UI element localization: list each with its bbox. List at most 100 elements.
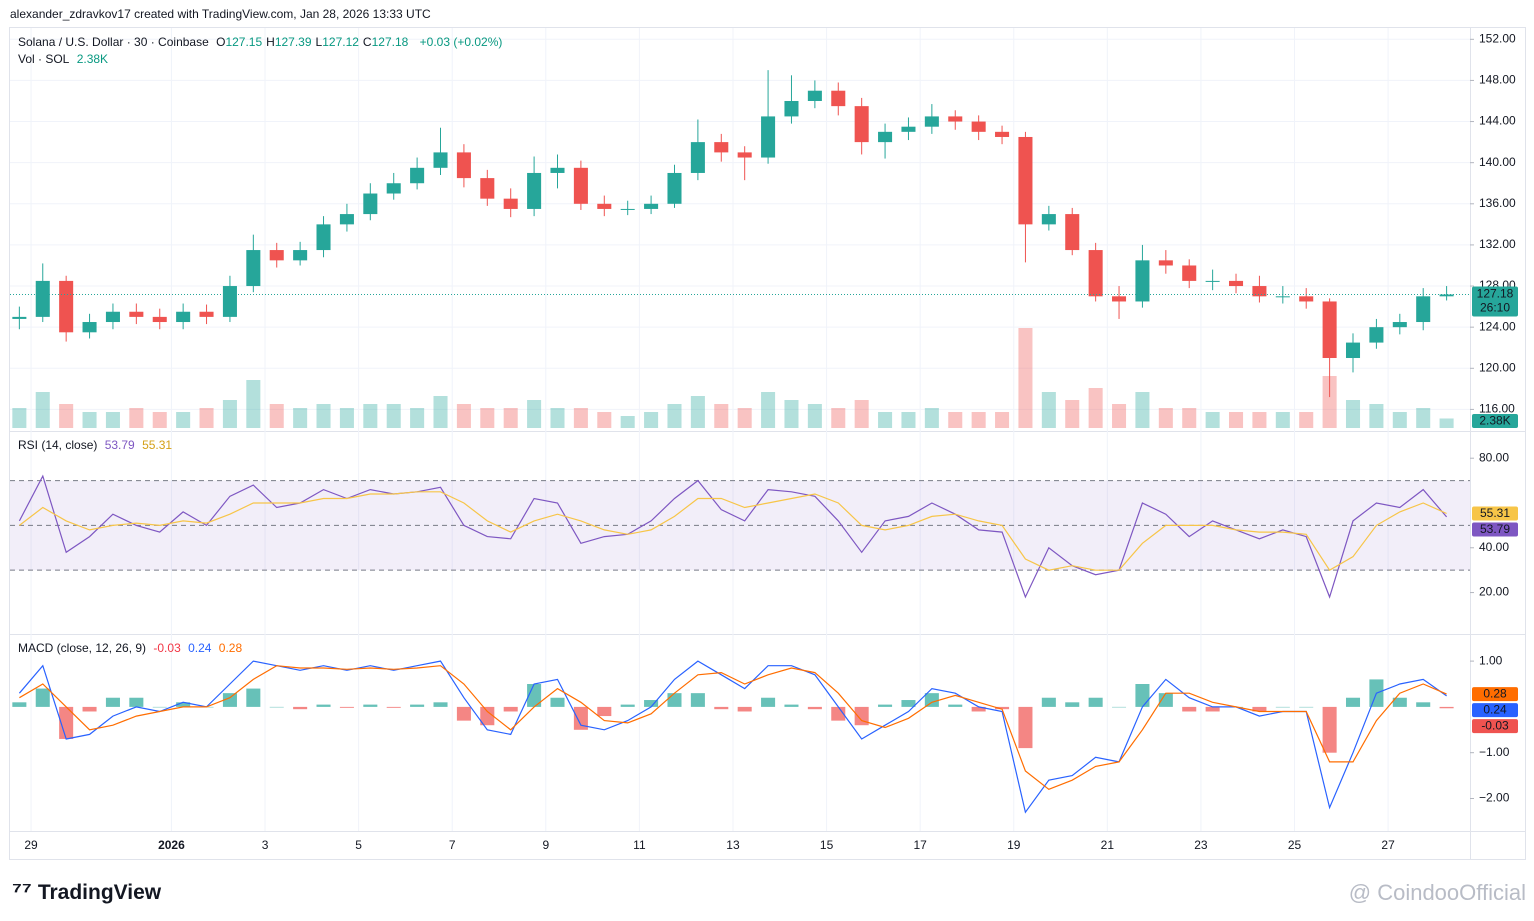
- volume-bar: [597, 412, 612, 428]
- y-tick-label: 80.00: [1479, 450, 1509, 464]
- volume-bar: [199, 408, 214, 428]
- volume-bar: [878, 412, 893, 428]
- histogram-bar: [1252, 706, 1267, 712]
- histogram-bar: [82, 706, 97, 712]
- volume-bar: [433, 396, 448, 428]
- candle-body: [1018, 136, 1033, 225]
- histogram-bar: [854, 706, 869, 726]
- histogram-bar: [410, 704, 425, 707]
- volume-value: 2.38K: [76, 52, 109, 66]
- volume-bar: [129, 408, 144, 428]
- histogram-bar: [1299, 706, 1314, 708]
- volume-bar: [386, 404, 401, 428]
- candle-body: [480, 178, 495, 199]
- candle-body: [1345, 342, 1361, 359]
- volume-legend: Vol · SOL 2.38K: [18, 52, 112, 66]
- volume-bar: [901, 412, 916, 428]
- histogram-bar: [527, 684, 542, 707]
- volume-bar: [480, 408, 495, 428]
- price-tag-bg: [1472, 414, 1518, 428]
- volume-bar: [924, 408, 939, 428]
- volume-bar: [222, 400, 237, 428]
- histogram-bar: [761, 697, 776, 707]
- series-line: [19, 491, 1447, 572]
- histogram-bar: [1088, 697, 1103, 707]
- volume-bar: [246, 380, 261, 428]
- histogram-bar: [1135, 684, 1150, 707]
- x-tick-label: 9: [542, 838, 549, 852]
- histogram-bar: [59, 706, 74, 739]
- x-tick-label: 11: [633, 838, 646, 852]
- price-tag: 127.18: [1477, 287, 1514, 301]
- volume-bar: [1416, 408, 1431, 428]
- histogram-bar: [831, 706, 846, 721]
- candle-body: [316, 224, 331, 251]
- volume-bar: [1275, 412, 1290, 428]
- candle-body: [410, 167, 425, 184]
- histogram-bar: [807, 706, 822, 710]
- candle-body: [995, 131, 1010, 137]
- y-tick-label: −1.00: [1479, 745, 1510, 759]
- price-tag-bg: [1472, 719, 1518, 734]
- histogram-bar: [246, 688, 261, 707]
- histogram-bar: [948, 704, 963, 707]
- candle-body: [971, 121, 986, 132]
- histogram-bar: [1322, 706, 1337, 753]
- x-tick-label: 2026: [158, 838, 185, 852]
- volume-bar: [456, 404, 471, 428]
- candle-body: [737, 152, 752, 158]
- candle-body: [82, 322, 97, 333]
- candle-body: [339, 214, 354, 225]
- macd-legend: MACD (close, 12, 26, 9) -0.03 0.24 0.28: [18, 641, 246, 655]
- x-tick-label: 5: [355, 838, 362, 852]
- volume-bar: [1369, 404, 1384, 428]
- y-tick-label: 40.00: [1479, 540, 1509, 554]
- change: +0.03 (+0.02%): [419, 35, 503, 49]
- histogram-bar: [573, 706, 588, 730]
- candle-body: [667, 172, 682, 204]
- x-tick-label: 25: [1288, 838, 1302, 852]
- hist-value: -0.03: [153, 641, 181, 655]
- candle-body: [1088, 250, 1103, 297]
- x-tick-label: 23: [1194, 838, 1208, 852]
- volume-bar: [690, 396, 705, 428]
- candle-body: [1112, 296, 1127, 302]
- volume-bar: [971, 412, 986, 428]
- y-tick-label: 124.00: [1479, 319, 1516, 333]
- candle-body: [573, 167, 588, 204]
- candle-body: [527, 172, 542, 209]
- x-tick-label: 17: [913, 838, 927, 852]
- macd-value: 0.24: [188, 641, 212, 655]
- brand-text: TradingView: [37, 881, 162, 904]
- volume-bar: [1299, 412, 1314, 428]
- rsi-title: RSI (14, close): [18, 438, 98, 452]
- price-tag-bg: [1472, 286, 1518, 317]
- histogram-bar: [456, 706, 471, 721]
- histogram-bar: [1065, 702, 1080, 707]
- candle-body: [924, 116, 939, 127]
- volume-bar: [59, 404, 74, 428]
- y-tick-label: 152.00: [1479, 31, 1516, 45]
- histogram-bar: [644, 700, 659, 707]
- histogram-bar: [690, 693, 705, 707]
- countdown: 26:10: [1480, 301, 1510, 315]
- volume-bar: [761, 392, 776, 428]
- candle-body: [644, 203, 659, 209]
- volume-bar: [176, 412, 191, 428]
- volume-bar: [1182, 408, 1197, 428]
- histogram-bar: [1158, 693, 1173, 707]
- volume-bar: [1229, 412, 1244, 428]
- candle-body: [503, 198, 518, 209]
- candle-body: [1275, 296, 1290, 298]
- volume-bar: [339, 408, 354, 428]
- x-tick-label: 7: [449, 838, 456, 852]
- volume-bar: [1392, 412, 1407, 428]
- x-tick-label: 3: [262, 838, 269, 852]
- y-tick-label: 140.00: [1479, 155, 1516, 169]
- histogram-bar: [620, 704, 635, 707]
- y-tick-label: 148.00: [1479, 73, 1516, 87]
- y-tick-label: 132.00: [1479, 237, 1516, 251]
- histogram-bar: [1439, 706, 1454, 709]
